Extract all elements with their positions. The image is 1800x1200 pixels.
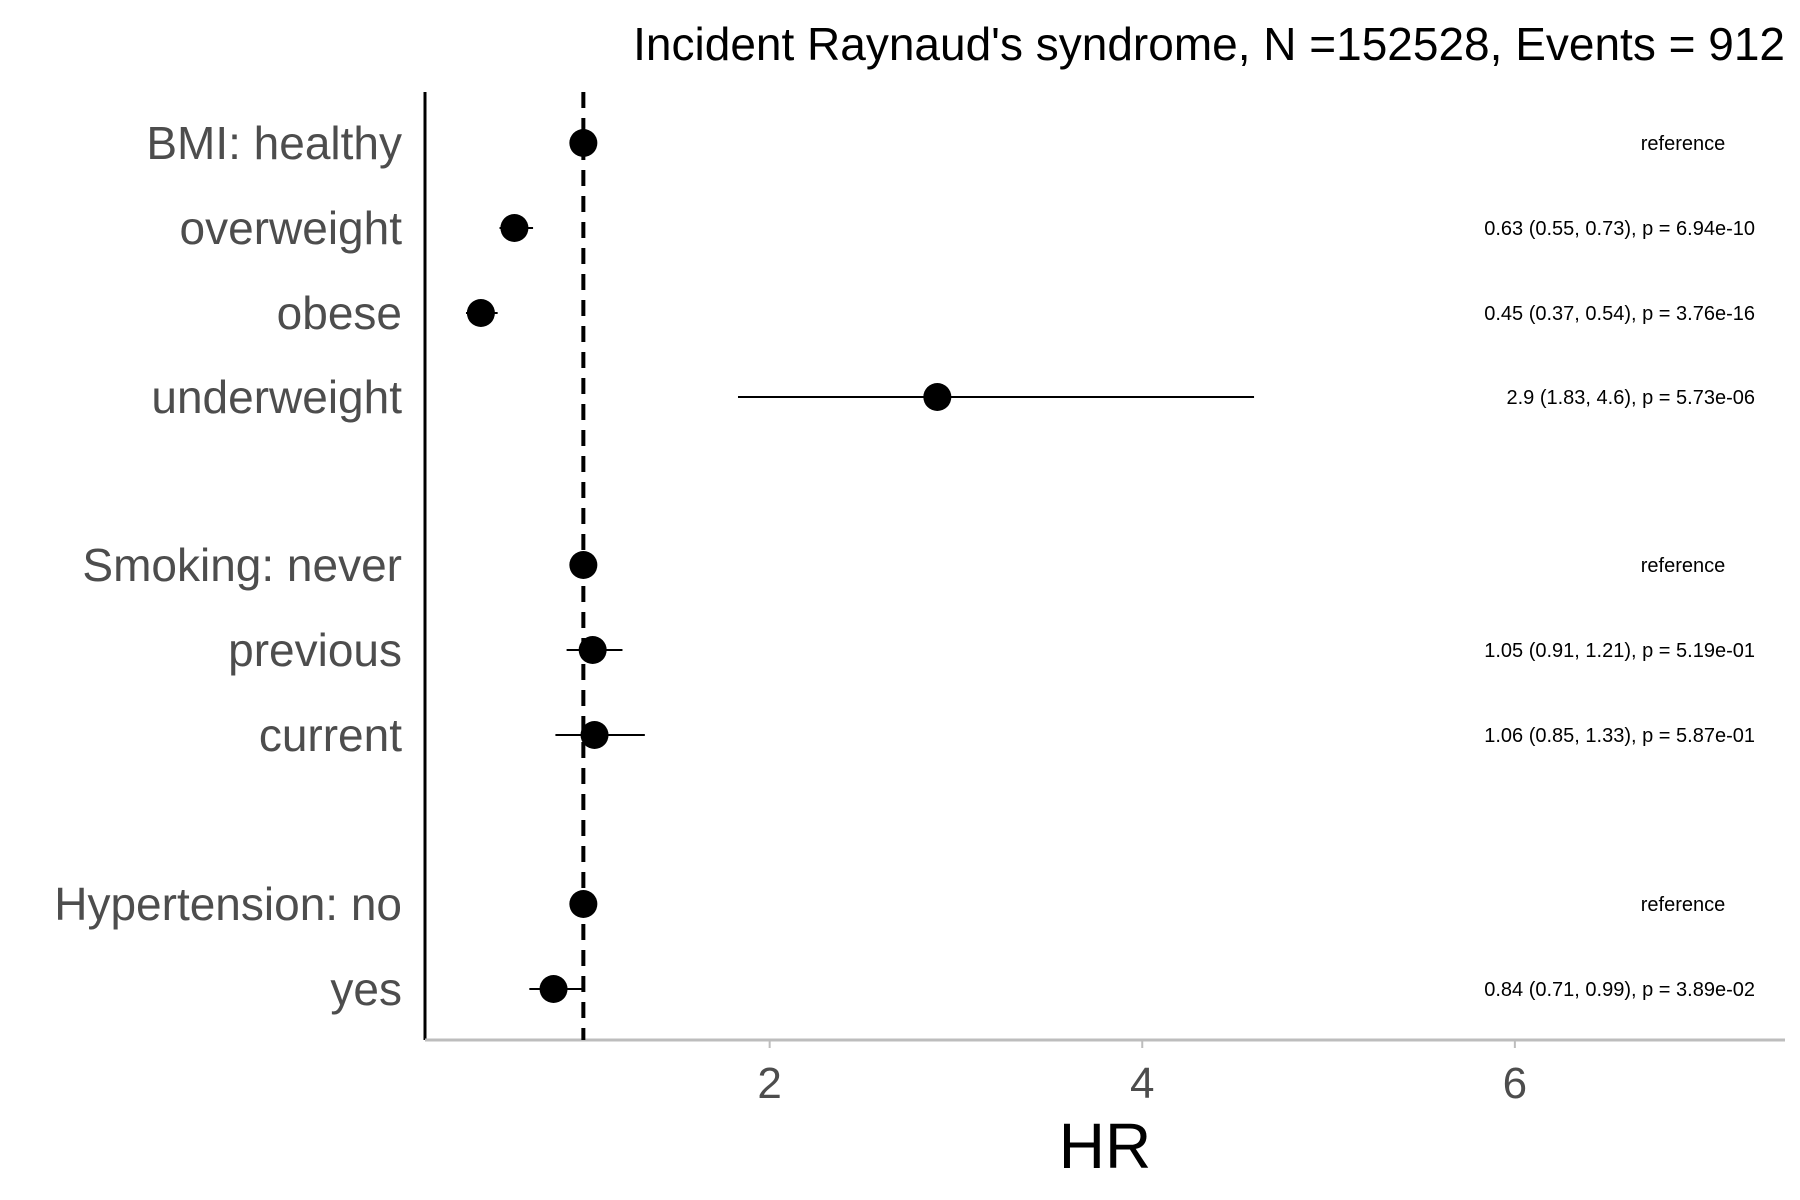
row-label: Smoking: never: [82, 539, 402, 591]
hr-point: [923, 383, 952, 411]
row-annotations: reference 0.63 (0.55, 0.73), p = 6.94e-10…: [1484, 133, 1755, 1001]
row-annotation: reference: [1641, 133, 1726, 155]
row-label: BMI: healthy: [146, 117, 402, 169]
hr-point: [569, 551, 598, 579]
x-ticks: 2 4 6: [757, 1040, 1527, 1108]
row-annotation: 2.9 (1.83, 4.6), p = 5.73e-06: [1506, 387, 1755, 409]
hr-point: [539, 975, 568, 1003]
hr-point: [466, 299, 495, 327]
row-label: overweight: [180, 202, 403, 254]
hr-point: [569, 129, 598, 157]
hr-point: [500, 214, 529, 242]
row-label: yes: [330, 963, 402, 1015]
hazard-ratio-points: [466, 129, 952, 1003]
row-annotation: 0.63 (0.55, 0.73), p = 6.94e-10: [1484, 218, 1755, 240]
row-annotation: 0.45 (0.37, 0.54), p = 3.76e-16: [1484, 303, 1755, 325]
row-annotation: reference: [1641, 894, 1726, 916]
row-annotation: 1.05 (0.91, 1.21), p = 5.19e-01: [1484, 640, 1755, 662]
row-label: previous: [228, 624, 402, 676]
x-axis-title: HR: [1059, 1110, 1151, 1182]
row-label: underweight: [151, 371, 402, 423]
row-annotation: 1.06 (0.85, 1.33), p = 5.87e-01: [1484, 725, 1755, 747]
x-tick-label: 4: [1130, 1059, 1154, 1108]
hr-point: [580, 721, 609, 749]
x-tick-label: 6: [1503, 1059, 1527, 1108]
row-label: Hypertension: no: [54, 878, 402, 930]
row-label: obese: [277, 287, 402, 339]
hr-point: [578, 636, 607, 664]
row-label: current: [259, 709, 402, 761]
row-annotation: reference: [1641, 555, 1726, 577]
row-labels: BMI: healthy overweight obese underweight Sm…: [54, 117, 402, 1015]
row-annotation: 0.84 (0.71, 0.99), p = 3.89e-02: [1484, 979, 1755, 1001]
hr-point: [569, 890, 598, 918]
axes: [423, 92, 1785, 1042]
x-tick-label: 2: [757, 1059, 781, 1108]
chart-title: Incident Raynaud's syndrome, N =152528, …: [633, 18, 1785, 70]
